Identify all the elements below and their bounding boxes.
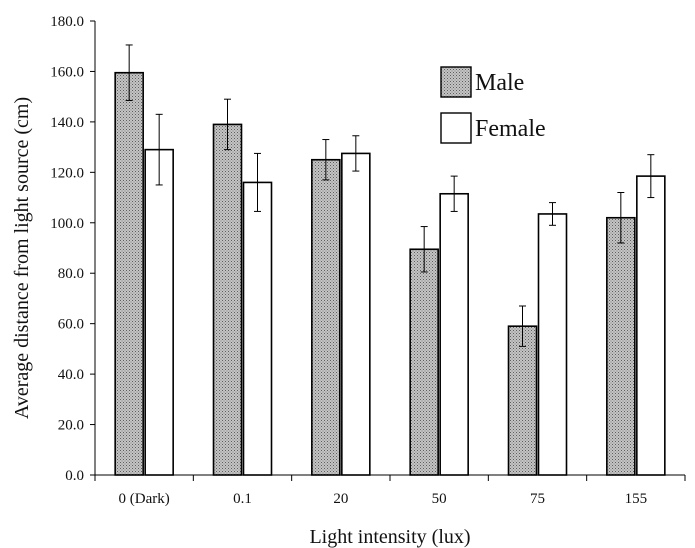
bar-female: [341, 152, 371, 476]
x-category-label: 20: [333, 491, 348, 507]
x-category-label: 75: [530, 491, 545, 507]
y-tick-label: 0.0: [65, 468, 84, 484]
error-bar-male: [617, 192, 625, 244]
legend-label-male: Male: [475, 70, 524, 96]
y-tick-label: 20.0: [58, 418, 84, 434]
x-category-label: 0 (Dark): [119, 491, 170, 507]
bar-male: [606, 216, 636, 476]
bar-female: [439, 192, 469, 476]
legend: Male Female: [440, 66, 546, 144]
error-bar-male: [125, 44, 133, 101]
y-tick-label: 160.0: [50, 64, 84, 80]
legend-swatch-male: [440, 66, 472, 98]
y-tick-label: 100.0: [50, 216, 84, 232]
error-bars-layer: [125, 44, 655, 347]
x-category-label: 0.1: [233, 491, 252, 507]
error-bar-female: [549, 202, 556, 226]
bar-male: [114, 71, 144, 476]
bar-male: [212, 123, 243, 476]
y-tick-label: 80.0: [58, 266, 84, 282]
error-bar-female: [647, 154, 655, 199]
y-tick-label: 140.0: [50, 115, 84, 131]
y-tick-label: 60.0: [58, 317, 84, 333]
bar-male: [311, 158, 341, 476]
error-bar-female: [155, 113, 163, 186]
error-bar-male: [224, 98, 231, 151]
error-bar-female: [450, 175, 458, 212]
legend-swatch-female: [440, 112, 472, 144]
x-axis-title: Light intensity (lux): [309, 526, 470, 548]
bar-female: [636, 175, 666, 476]
bar-male: [409, 248, 439, 476]
y-tick-label: 40.0: [58, 367, 84, 383]
y-ticks: 0.0 20.0 40.0 60.0 80.0 100.0 120.0 140.0 160.0 1…: [50, 14, 95, 484]
legend-label-female: Female: [475, 116, 546, 142]
y-tick-label: 180.0: [50, 14, 84, 30]
error-bar-male: [519, 305, 526, 347]
error-bar-female: [352, 135, 360, 172]
y-tick-label: 120.0: [50, 165, 84, 181]
bar-female: [537, 213, 568, 476]
bar-female: [242, 181, 273, 476]
x-ticks: 0 (Dark) 0.1 20 50 75 155: [94, 475, 686, 507]
x-category-label: 50: [432, 491, 447, 507]
y-axis-title: Average distance from light source (cm): [11, 97, 33, 419]
bars-layer: [114, 71, 666, 476]
error-bar-female: [254, 152, 261, 212]
bar-female: [144, 148, 174, 476]
bar-male: [507, 325, 538, 476]
x-category-label: 155: [625, 491, 648, 507]
error-bar-male: [322, 139, 330, 181]
error-bar-male: [420, 226, 428, 273]
